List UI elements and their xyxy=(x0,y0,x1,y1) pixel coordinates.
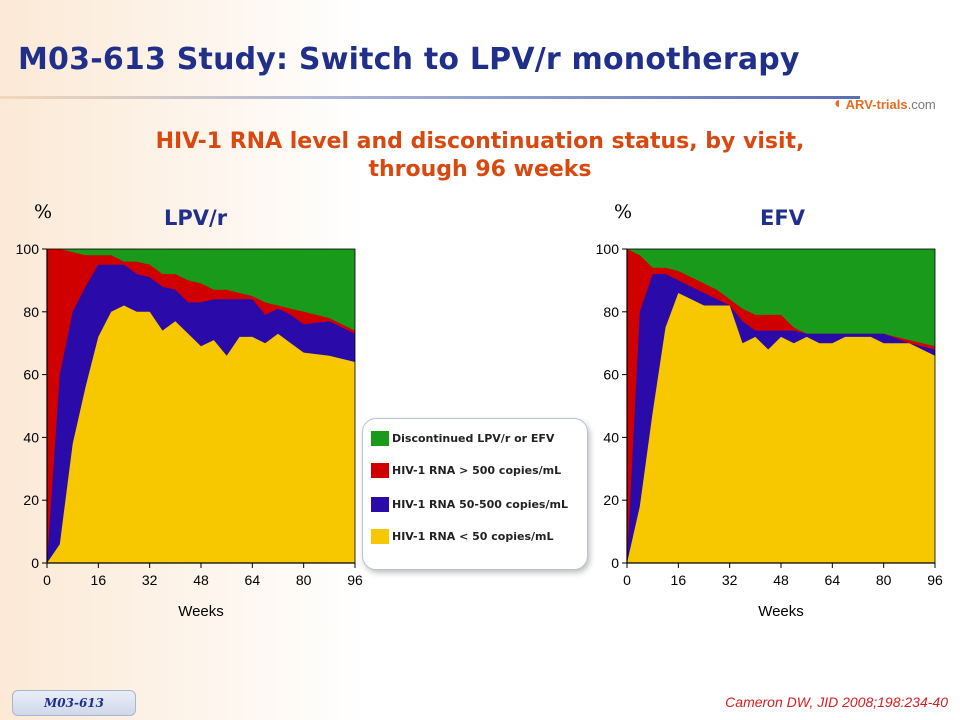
efv-y-tick-label: 20 xyxy=(603,492,619,508)
subtitle-line-1: HIV-1 RNA level and discontinuation stat… xyxy=(155,129,805,154)
lpvr-x-tick-label: 96 xyxy=(347,572,363,588)
lpvr-y-tick-label: 0 xyxy=(31,555,39,571)
efv-rna-lt50-area xyxy=(627,293,935,563)
efv-x-tick-label: 80 xyxy=(876,572,892,588)
legend-item-lt50: HIV-1 RNA < 50 copies/mL xyxy=(371,527,553,545)
title-divider xyxy=(0,96,860,99)
lpvr-chart-title: LPV/r xyxy=(164,206,228,230)
logo-text-suffix: .com xyxy=(907,96,936,112)
lpvr-x-tick-label: 16 xyxy=(91,572,107,588)
lpvr-x-tick-label: 48 xyxy=(193,572,209,588)
lpvr-x-tick-label: 80 xyxy=(296,572,312,588)
lpvr-y-tick-label: 40 xyxy=(23,429,39,445)
legend-swatch-discontinued xyxy=(371,430,389,446)
legend-label-50-500: HIV-1 RNA 50-500 copies/mL xyxy=(392,497,568,511)
efv-x-axis-title: Weeks xyxy=(758,603,804,620)
legend-item-discontinued: Discontinued LPV/r or EFV xyxy=(371,429,554,447)
logo-icon: ◐ xyxy=(834,95,844,112)
lpvr-y-tick-label: 20 xyxy=(23,492,39,508)
lpvr-rna-lt50-area xyxy=(47,305,355,563)
efv-x-tick-label: 96 xyxy=(927,572,943,588)
lpvr-x-tick-label: 32 xyxy=(142,572,158,588)
lpvr-y-tick-label: 60 xyxy=(23,367,39,383)
legend-label-gt500: HIV-1 RNA > 500 copies/mL xyxy=(392,463,562,477)
lpvr-area-chart: 0 20 40 60 80 100 0 16 32 48 64 80 96 Weeks xyxy=(16,241,363,620)
lpvr-y-tick-label: 100 xyxy=(16,241,40,257)
efv-x-tick-label: 0 xyxy=(623,572,631,588)
lpvr-x-tick-label: 64 xyxy=(245,572,261,588)
efv-chart-title: EFV xyxy=(760,206,805,230)
efv-y-tick-label: 60 xyxy=(603,367,619,383)
logo-text-main: ARV-trials xyxy=(845,96,908,112)
efv-area-chart: 0 20 40 60 80 100 0 16 32 48 64 80 96 Weeks xyxy=(596,241,943,620)
legend-swatch-lt50 xyxy=(371,528,389,544)
arv-trials-logo: ◐ ARV-trials .com xyxy=(834,93,936,115)
legend-item-50-500: HIV-1 RNA 50-500 copies/mL xyxy=(371,495,568,513)
efv-y-tick-label: 0 xyxy=(611,555,619,571)
slide-subtitle: HIV-1 RNA level and discontinuation stat… xyxy=(60,128,900,184)
legend-label-lt50: HIV-1 RNA < 50 copies/mL xyxy=(392,529,554,543)
page-title: M03-613 Study: Switch to LPV/r monothera… xyxy=(18,42,800,77)
study-tag: M03-613 xyxy=(12,690,136,716)
efv-y-tick-label: 80 xyxy=(603,304,619,320)
efv-x-tick-label: 16 xyxy=(671,572,687,588)
lpvr-y-tick-label: 80 xyxy=(23,304,39,320)
efv-y-axis-label: % xyxy=(614,201,633,223)
citation: Cameron DW, JID 2008;198:234-40 xyxy=(725,694,948,710)
efv-x-tick-label: 48 xyxy=(773,572,789,588)
legend-swatch-50-500 xyxy=(371,496,389,512)
legend-swatch-gt500 xyxy=(371,462,389,478)
legend-item-gt500: HIV-1 RNA > 500 copies/mL xyxy=(371,461,561,479)
efv-y-tick-label: 40 xyxy=(603,429,619,445)
efv-x-tick-label: 64 xyxy=(825,572,841,588)
lpvr-x-tick-label: 0 xyxy=(43,572,51,588)
lpvr-y-axis-label: % xyxy=(34,201,53,223)
efv-y-tick-label: 100 xyxy=(596,241,620,257)
legend-label-discontinued: Discontinued LPV/r or EFV xyxy=(392,431,555,445)
efv-x-tick-label: 32 xyxy=(722,572,738,588)
subtitle-line-2: through 96 weeks xyxy=(368,157,592,182)
chart-legend: Discontinued LPV/r or EFV HIV-1 RNA > 50… xyxy=(362,418,588,570)
lpvr-x-axis-title: Weeks xyxy=(178,603,224,620)
